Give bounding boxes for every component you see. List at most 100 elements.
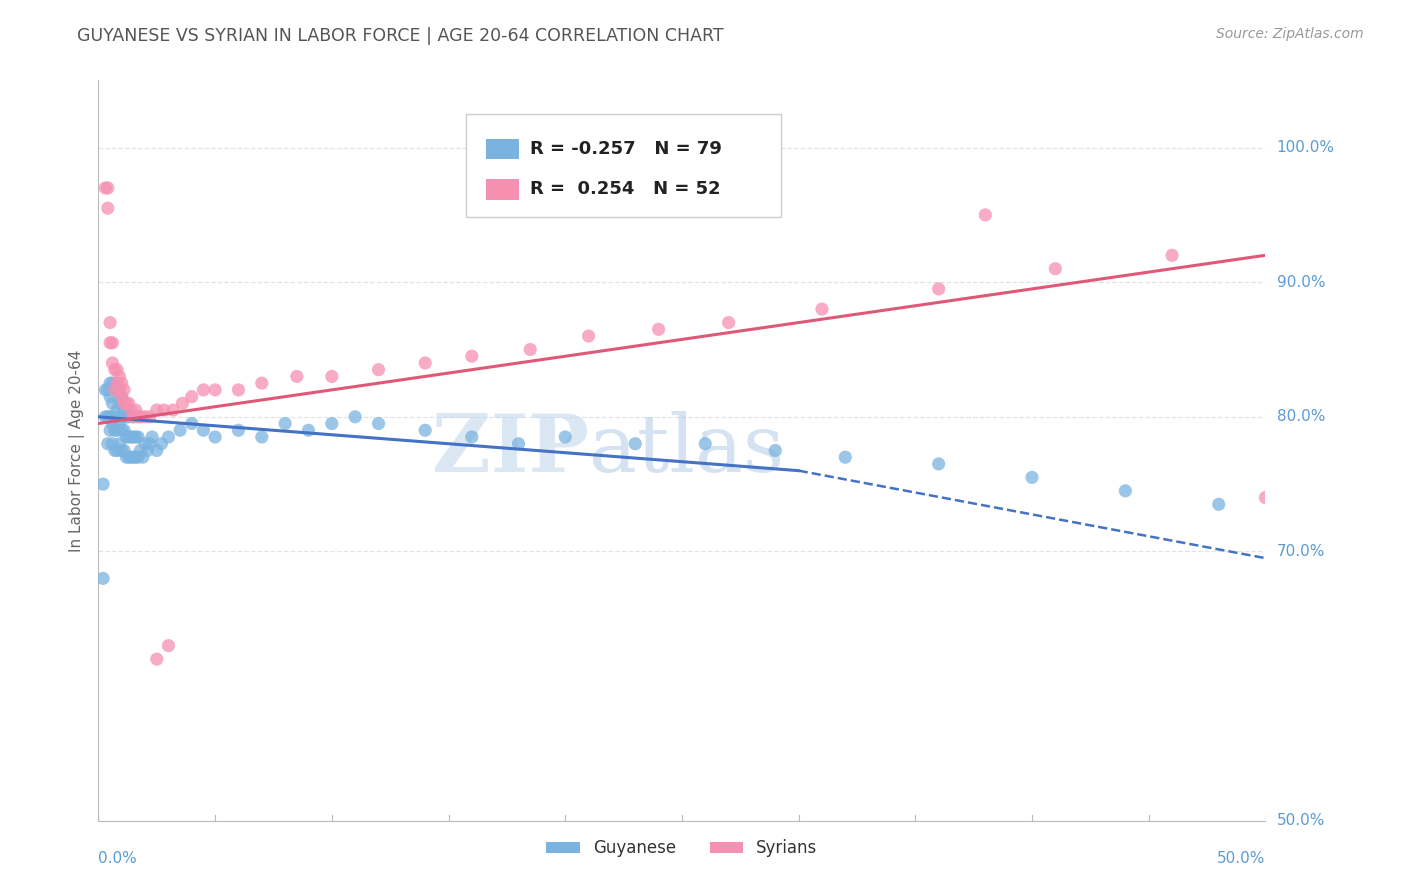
Point bbox=[129, 409, 152, 424]
Point bbox=[97, 436, 120, 450]
Point bbox=[120, 403, 142, 417]
Point bbox=[578, 329, 600, 343]
Point bbox=[98, 423, 121, 437]
Point bbox=[108, 396, 131, 410]
Point bbox=[127, 450, 149, 465]
Point bbox=[104, 423, 127, 437]
Point bbox=[228, 383, 250, 397]
FancyBboxPatch shape bbox=[486, 139, 519, 160]
Point bbox=[104, 409, 127, 424]
FancyBboxPatch shape bbox=[486, 179, 519, 200]
Point bbox=[122, 409, 145, 424]
Point bbox=[104, 443, 127, 458]
Point bbox=[97, 409, 120, 424]
Point bbox=[104, 383, 127, 397]
Point bbox=[367, 417, 389, 431]
Point bbox=[136, 443, 159, 458]
Point bbox=[118, 430, 141, 444]
Point bbox=[98, 390, 121, 404]
Point bbox=[928, 457, 950, 471]
Point bbox=[105, 362, 128, 376]
Point bbox=[152, 403, 174, 417]
Point bbox=[413, 356, 436, 370]
Point bbox=[91, 571, 114, 585]
Point bbox=[108, 436, 131, 450]
Point bbox=[112, 443, 135, 458]
Point bbox=[146, 652, 169, 666]
Point bbox=[367, 362, 389, 376]
Point bbox=[122, 430, 145, 444]
Point bbox=[139, 409, 162, 424]
Point bbox=[172, 396, 194, 410]
Point bbox=[321, 417, 343, 431]
Text: 50.0%: 50.0% bbox=[1218, 851, 1265, 866]
Point bbox=[118, 396, 141, 410]
Point bbox=[101, 376, 124, 391]
Point bbox=[111, 409, 134, 424]
Point bbox=[108, 383, 131, 397]
Legend: Guyanese, Syrians: Guyanese, Syrians bbox=[540, 833, 824, 864]
Point bbox=[101, 396, 124, 410]
Point bbox=[91, 477, 114, 491]
Point bbox=[157, 430, 180, 444]
Point bbox=[129, 443, 152, 458]
Y-axis label: In Labor Force | Age 20-64: In Labor Force | Age 20-64 bbox=[69, 350, 84, 551]
Point bbox=[97, 383, 120, 397]
Point bbox=[105, 423, 128, 437]
Point bbox=[204, 383, 226, 397]
Point bbox=[169, 423, 191, 437]
Point bbox=[132, 450, 155, 465]
Point bbox=[98, 335, 121, 350]
Point bbox=[1254, 491, 1277, 505]
Point bbox=[146, 443, 169, 458]
Point bbox=[834, 450, 856, 465]
Point bbox=[204, 430, 226, 444]
Point bbox=[122, 450, 145, 465]
Point bbox=[134, 436, 156, 450]
Point bbox=[105, 376, 128, 391]
Point bbox=[695, 436, 717, 450]
Text: 50.0%: 50.0% bbox=[1277, 814, 1324, 828]
Point bbox=[112, 403, 135, 417]
Point bbox=[111, 423, 134, 437]
Point bbox=[717, 316, 740, 330]
Point bbox=[94, 409, 117, 424]
Point bbox=[105, 383, 128, 397]
Point bbox=[98, 376, 121, 391]
Point bbox=[162, 403, 184, 417]
Point bbox=[344, 409, 367, 424]
Point bbox=[624, 436, 647, 450]
Point bbox=[98, 316, 121, 330]
Point bbox=[1208, 497, 1230, 511]
Point bbox=[285, 369, 308, 384]
Text: 90.0%: 90.0% bbox=[1277, 275, 1324, 290]
Point bbox=[98, 409, 121, 424]
Point bbox=[974, 208, 997, 222]
Point bbox=[111, 390, 134, 404]
Point bbox=[274, 417, 297, 431]
Point bbox=[94, 181, 117, 195]
Point bbox=[413, 423, 436, 437]
Point bbox=[127, 430, 149, 444]
Point bbox=[180, 390, 202, 404]
Point bbox=[112, 396, 135, 410]
Point bbox=[193, 423, 215, 437]
Point bbox=[125, 450, 148, 465]
Point bbox=[127, 409, 149, 424]
Point bbox=[146, 403, 169, 417]
Point bbox=[101, 417, 124, 431]
Point bbox=[101, 335, 124, 350]
Point bbox=[811, 302, 834, 317]
Point bbox=[111, 443, 134, 458]
Point bbox=[112, 423, 135, 437]
Point bbox=[150, 436, 173, 450]
Point bbox=[122, 409, 145, 424]
Text: R =  0.254   N = 52: R = 0.254 N = 52 bbox=[530, 180, 721, 198]
Point bbox=[120, 430, 142, 444]
Text: atlas: atlas bbox=[589, 411, 783, 490]
Text: ZIP: ZIP bbox=[432, 411, 589, 490]
Point bbox=[101, 356, 124, 370]
Point bbox=[94, 383, 117, 397]
Point bbox=[115, 409, 138, 424]
Point bbox=[111, 376, 134, 391]
